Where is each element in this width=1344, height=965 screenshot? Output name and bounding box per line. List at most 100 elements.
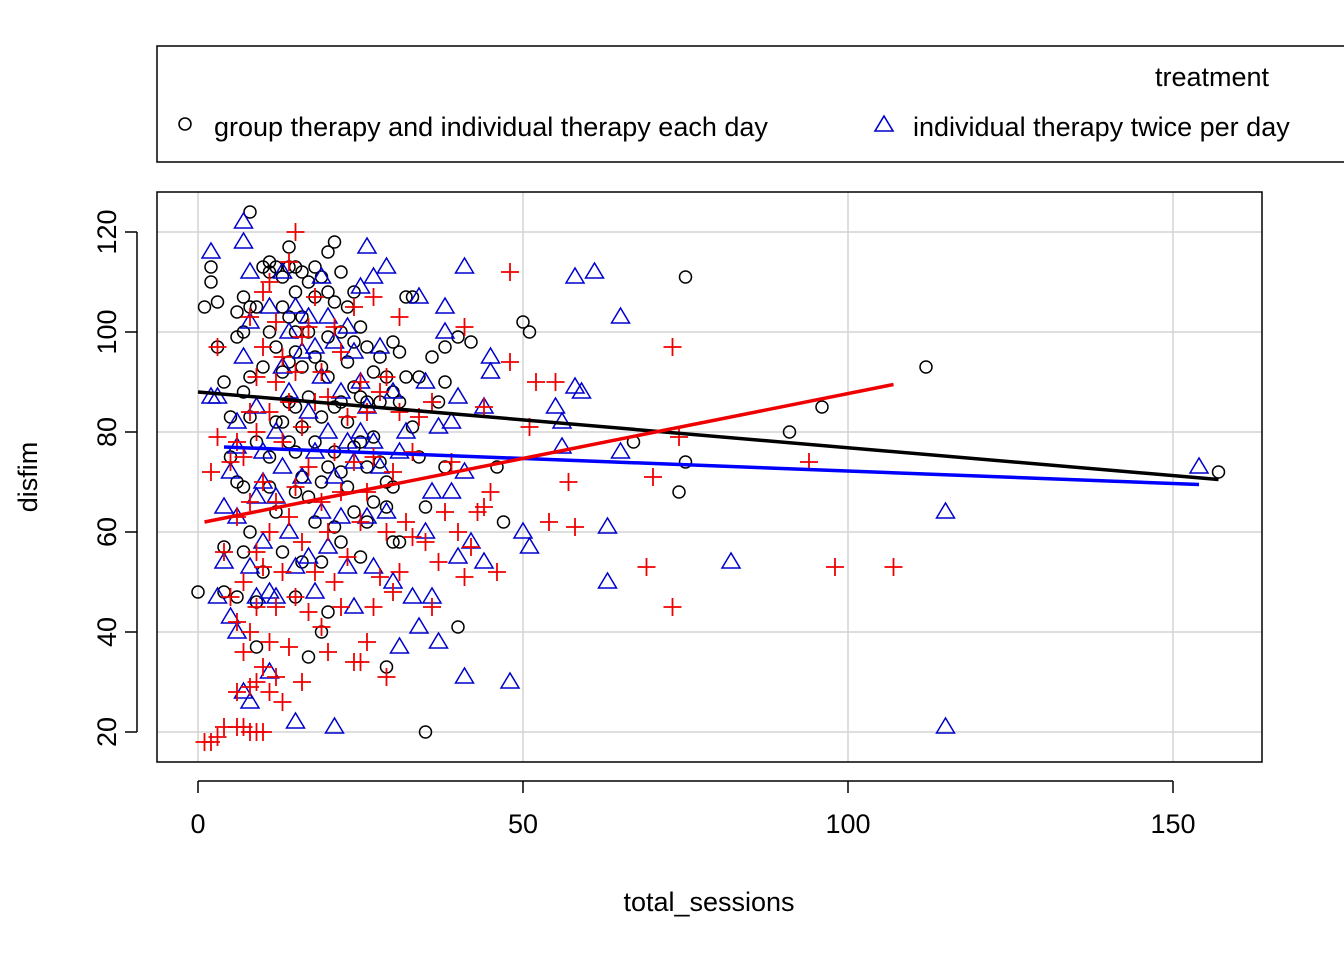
point-circle [334,535,348,549]
point-circle [438,340,452,354]
point-plus [540,513,558,531]
point-triangle [551,436,573,454]
point-plus [228,613,246,631]
plot-border [156,191,1263,763]
point-triangle [356,236,378,254]
point-triangle [356,506,378,524]
point-triangle [519,536,540,554]
point-plus [319,643,337,661]
point-circle [815,400,829,414]
point-triangle [213,551,235,569]
point-plus [306,288,324,306]
x-tick-label: 100 [825,809,870,839]
point-plus [377,668,396,686]
point-triangle [259,661,280,679]
point-plus [364,448,383,466]
point-plus [455,318,474,336]
point-triangle [434,321,456,339]
point-triangle [415,371,436,389]
point-triangle [259,581,280,599]
point-plus [475,498,493,516]
point-circle [464,335,478,349]
point-triangle [610,306,631,324]
point-triangle [350,276,371,294]
point-triangle [239,311,261,329]
point-triangle [454,256,475,274]
point-plus [202,463,220,481]
point-plus [429,553,448,571]
point-triangle [317,421,339,439]
point-plus [241,493,259,511]
point-circle [262,450,277,464]
y-axis: 20 40 60 80 100 120 [92,209,138,747]
point-triangle [265,421,287,439]
point-plus [247,598,266,616]
point-plus [247,673,266,691]
legend-triangle-icon [873,114,895,132]
point-plus [436,503,454,521]
point-plus [390,308,409,326]
point-triangle [337,316,358,334]
point-plus [215,543,233,561]
x-axis: 0 50 100 150 [190,780,1196,839]
point-circle [236,325,251,339]
x-tick-label: 0 [190,809,205,839]
point-triangle [272,456,293,474]
point-triangle [324,466,345,484]
point-circle [1211,465,1226,479]
point-triangle [343,341,365,359]
point-circle [282,240,296,254]
point-circle [321,245,335,259]
point-triangle [428,416,449,434]
point-plus [234,448,253,466]
point-triangle [441,411,462,429]
point-plus [663,338,682,356]
point-triangle [935,716,956,734]
point-circle [243,205,257,219]
point-plus [566,518,584,536]
point-circle [210,295,225,309]
point-circle [256,360,270,374]
y-tick-label: 100 [92,309,122,354]
point-triangle [324,331,345,349]
point-triangle [428,631,449,649]
point-plus [475,398,493,416]
point-triangle [226,621,248,639]
point-triangle [226,436,248,454]
point-triangle [480,361,501,379]
point-plus [254,723,272,741]
point-triangle [376,256,397,274]
point-triangle [252,531,274,549]
point-plus [559,473,578,491]
trend-line [204,382,894,524]
point-plus [267,373,285,391]
point-triangle [239,261,261,279]
point-triangle [337,431,358,449]
point-plus [325,573,344,591]
point-plus [293,533,311,551]
point-triangle [291,341,313,359]
point-triangle [499,671,521,689]
point-plus [273,348,292,366]
point-plus [208,428,227,446]
point-triangle [363,556,384,574]
point-plus [449,523,467,541]
point-plus [293,418,311,436]
point-triangle [545,396,566,414]
point-plus [286,478,305,496]
point-plus [663,598,682,616]
point-circle [249,300,264,314]
point-triangle [207,586,228,604]
point-plus [254,658,272,676]
point-plus [299,318,318,336]
point-triangle [239,556,261,574]
point-plus [351,653,370,671]
point-triangle [395,421,417,439]
point-triangle [233,231,254,249]
point-plus [332,343,350,361]
point-circle [236,290,251,304]
point-plus [377,368,396,386]
point-circle [275,270,290,284]
point-plus [390,403,409,421]
point-plus [384,583,402,601]
